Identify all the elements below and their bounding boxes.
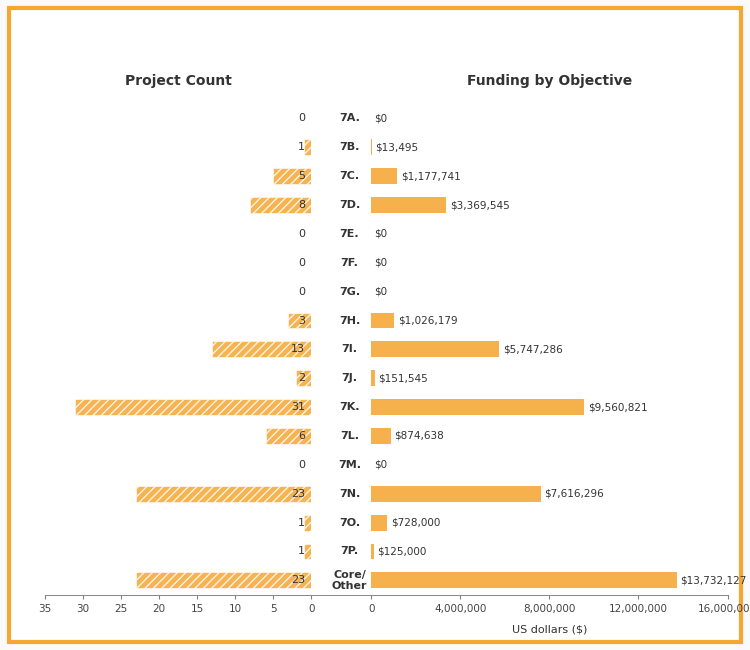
Text: 7K.: 7K. — [339, 402, 360, 412]
Text: 1: 1 — [298, 517, 305, 528]
Text: $0: $0 — [374, 229, 387, 239]
Text: 7N.: 7N. — [339, 489, 360, 499]
Text: 7H.: 7H. — [339, 315, 360, 326]
Text: 2: 2 — [298, 373, 305, 384]
Bar — [273, 168, 311, 184]
Text: 2013: 2013 — [350, 20, 400, 38]
Bar — [371, 168, 398, 184]
Bar — [304, 139, 311, 155]
Text: 6: 6 — [298, 431, 305, 441]
Bar — [251, 197, 311, 213]
Bar — [371, 341, 500, 358]
Bar — [212, 341, 311, 358]
Text: 7O.: 7O. — [339, 517, 360, 528]
Text: $1,177,741: $1,177,741 — [401, 171, 460, 181]
Bar — [136, 486, 311, 502]
Bar — [136, 573, 311, 588]
Bar — [371, 313, 394, 328]
Text: 7I.: 7I. — [341, 344, 358, 354]
Text: Total Funding: $44,122,673: Total Funding: $44,122,673 — [279, 54, 471, 67]
Text: $7,616,296: $7,616,296 — [544, 489, 604, 499]
Text: Question 7 - Infrastructure & Surveillance: Question 7 - Infrastructure & Surveillan… — [228, 36, 522, 49]
Text: 7F.: 7F. — [340, 258, 358, 268]
Text: 0: 0 — [298, 287, 305, 296]
Bar — [371, 486, 541, 502]
Text: 0: 0 — [298, 258, 305, 268]
Text: Project Count: Project Count — [124, 73, 232, 88]
Text: US dollars ($): US dollars ($) — [512, 624, 587, 634]
Text: 7G.: 7G. — [339, 287, 360, 296]
Text: 0: 0 — [298, 114, 305, 124]
Bar — [371, 197, 446, 213]
Text: 0: 0 — [298, 229, 305, 239]
Text: 7B.: 7B. — [339, 142, 360, 152]
Text: Funding by Objective: Funding by Objective — [466, 73, 632, 88]
Text: $728,000: $728,000 — [391, 517, 440, 528]
Text: $1,026,179: $1,026,179 — [398, 315, 458, 326]
Text: 7J.: 7J. — [341, 373, 358, 384]
Text: $13,495: $13,495 — [375, 142, 419, 152]
Text: 7E.: 7E. — [340, 229, 359, 239]
Text: $151,545: $151,545 — [378, 373, 428, 384]
Bar — [266, 428, 311, 444]
Text: 7D.: 7D. — [339, 200, 360, 210]
Text: 23: 23 — [291, 489, 305, 499]
Bar — [304, 543, 311, 560]
Text: $9,560,821: $9,560,821 — [588, 402, 647, 412]
Bar — [371, 573, 677, 588]
Text: 1: 1 — [298, 142, 305, 152]
Text: Number of Projects: 117: Number of Projects: 117 — [290, 72, 460, 84]
Text: $874,638: $874,638 — [394, 431, 444, 441]
Text: 0: 0 — [298, 460, 305, 470]
Text: $0: $0 — [374, 287, 387, 296]
Text: $125,000: $125,000 — [377, 547, 427, 556]
Bar — [76, 399, 311, 415]
Bar — [371, 370, 374, 386]
Text: 7M.: 7M. — [338, 460, 361, 470]
Text: $3,369,545: $3,369,545 — [450, 200, 509, 210]
Bar — [304, 515, 311, 530]
Text: $0: $0 — [374, 460, 387, 470]
Text: $0: $0 — [374, 114, 387, 124]
Text: 7A.: 7A. — [339, 114, 360, 124]
Text: 31: 31 — [291, 402, 305, 412]
Text: Core/
Other: Core/ Other — [332, 569, 368, 591]
Text: 7P.: 7P. — [340, 547, 358, 556]
Text: $13,732,127: $13,732,127 — [680, 575, 747, 585]
Text: 1: 1 — [298, 547, 305, 556]
Bar — [296, 370, 311, 386]
Bar — [371, 515, 388, 530]
Bar — [371, 399, 584, 415]
Text: 7L.: 7L. — [340, 431, 359, 441]
Text: 13: 13 — [291, 344, 305, 354]
Bar — [289, 313, 311, 328]
Text: $5,747,286: $5,747,286 — [503, 344, 562, 354]
Bar — [371, 543, 374, 560]
Bar — [371, 428, 391, 444]
Text: 5: 5 — [298, 171, 305, 181]
Text: 23: 23 — [291, 575, 305, 585]
Text: 8: 8 — [298, 200, 305, 210]
Text: 7C.: 7C. — [340, 171, 359, 181]
Text: 3: 3 — [298, 315, 305, 326]
Text: $0: $0 — [374, 258, 387, 268]
